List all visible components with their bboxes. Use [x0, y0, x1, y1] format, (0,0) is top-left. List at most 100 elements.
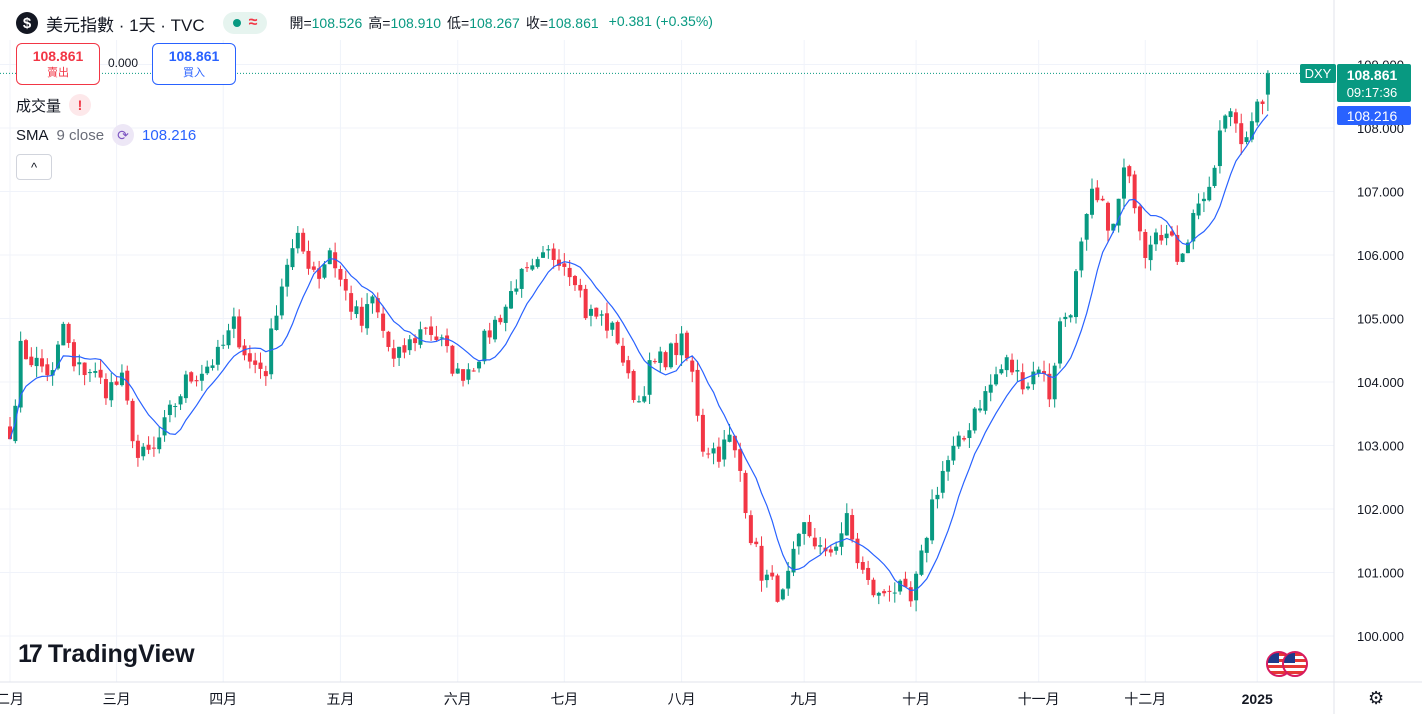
- last-price-tag: 108.861: [1347, 67, 1398, 83]
- candle-body: [578, 284, 583, 291]
- candle-body: [471, 370, 476, 372]
- tradingview-logo[interactable]: 17 TradingView: [18, 640, 195, 669]
- candle-body: [1239, 123, 1244, 145]
- candle-body: [450, 345, 455, 374]
- candle-body: [1233, 112, 1238, 124]
- ohlc-values: 開=108.526 高=108.910 低=108.267 收=108.861 …: [289, 13, 712, 33]
- candle-body: [732, 435, 737, 451]
- candle-body: [1207, 186, 1212, 201]
- candle-body: [1223, 115, 1228, 129]
- candle-body: [642, 396, 647, 402]
- us-flag-icon-secondary: [1282, 651, 1308, 677]
- candle-body: [620, 345, 625, 363]
- candle-body: [748, 515, 753, 544]
- candle-body: [1095, 187, 1100, 201]
- candle-body: [844, 513, 849, 536]
- candle-body: [727, 434, 732, 442]
- buy-price: 108.861: [168, 48, 220, 64]
- candle-body: [119, 372, 124, 386]
- candle-body: [317, 268, 322, 279]
- candle-body: [807, 521, 812, 537]
- candle-body: [1079, 241, 1084, 271]
- candle-body: [722, 439, 727, 460]
- candle-body: [786, 570, 791, 589]
- sell-button[interactable]: 108.861 賣出: [16, 43, 100, 85]
- candle-body: [327, 250, 332, 265]
- candle-body: [898, 580, 903, 592]
- candle-body: [1031, 371, 1036, 385]
- candle-body: [530, 265, 535, 270]
- x-tick-label: 十二月: [1124, 691, 1166, 707]
- candle-body: [1191, 213, 1196, 242]
- candle-body: [615, 322, 620, 344]
- time-axis[interactable]: 二月 三月 四月 五月 六月 七月 八月 九月 十月 十一月 十二月 2025: [0, 681, 1422, 707]
- buy-button[interactable]: 108.861 買入: [152, 43, 236, 85]
- candle-body: [908, 587, 913, 602]
- gear-icon[interactable]: ⚙: [1368, 688, 1385, 708]
- candle-body: [839, 533, 844, 547]
- sma-params: 9 close: [56, 126, 105, 144]
- candlestick-series: [8, 70, 1270, 612]
- candle-body: [98, 369, 103, 378]
- candle-body: [125, 370, 130, 401]
- candle-body: [242, 345, 247, 356]
- candle-body: [583, 288, 588, 319]
- candle-body: [1249, 121, 1254, 140]
- candle-body: [429, 326, 434, 335]
- candle-body: [509, 291, 514, 309]
- candle-body: [956, 435, 961, 447]
- market-status[interactable]: ≈: [222, 12, 268, 34]
- candle-body: [247, 353, 252, 362]
- volume-label: 成交量: [16, 97, 62, 115]
- candle-body: [695, 369, 700, 416]
- candle-body: [892, 592, 897, 594]
- ohlc-high: 高=108.910: [368, 15, 442, 31]
- candle-body: [972, 408, 977, 431]
- candle-body: [1052, 365, 1057, 400]
- candle-body: [876, 592, 881, 596]
- candle-body: [1004, 357, 1009, 371]
- warning-icon[interactable]: !: [69, 94, 92, 116]
- candle-body: [151, 447, 156, 449]
- candle-body: [1084, 214, 1089, 240]
- collapse-indicators-button[interactable]: ^: [16, 154, 52, 180]
- candle-body: [1175, 234, 1180, 262]
- candle-body: [556, 259, 561, 266]
- wave-icon: ≈: [248, 14, 258, 31]
- candle-body: [1105, 202, 1110, 231]
- candle-body: [1201, 198, 1206, 202]
- sma-value: 108.216: [142, 126, 197, 144]
- sma-name: SMA: [16, 126, 49, 144]
- candle-body: [231, 316, 236, 329]
- candle-body: [306, 250, 311, 269]
- candle-body: [370, 296, 375, 304]
- x-tick-label: 五月: [326, 691, 354, 707]
- candle-body: [1074, 271, 1078, 318]
- symbol-title[interactable]: 美元指數 · 1天 · TVC: [46, 15, 205, 35]
- candle-body: [1196, 203, 1201, 216]
- refresh-icon[interactable]: ⟳: [112, 124, 135, 146]
- candle-body: [407, 339, 412, 351]
- x-tick-label: 九月: [790, 691, 818, 707]
- candle-body: [237, 316, 242, 348]
- candle-body: [1255, 101, 1260, 123]
- candle-body: [215, 346, 220, 365]
- candle-body: [919, 550, 924, 575]
- candle-body: [157, 437, 162, 450]
- candle-body: [221, 344, 226, 346]
- candle-body: [988, 384, 993, 393]
- candle-body: [1047, 373, 1052, 400]
- candle-body: [636, 401, 641, 403]
- price-axis[interactable]: 100.000 101.000 102.000 103.000 104.000 105.0…: [1333, 0, 1404, 714]
- candle-body: [1116, 198, 1121, 226]
- candle-body: [1228, 111, 1233, 118]
- candle-body: [413, 338, 418, 344]
- sma-indicator[interactable]: SMA 9 close ⟳ 108.216: [16, 124, 196, 146]
- x-tick-label: 七月: [550, 691, 578, 707]
- candle-body: [1132, 174, 1137, 209]
- sma-tag-box: [1337, 106, 1411, 125]
- volume-indicator[interactable]: 成交量 !: [16, 94, 92, 116]
- candle-body: [1010, 359, 1015, 373]
- candle-body: [924, 537, 929, 553]
